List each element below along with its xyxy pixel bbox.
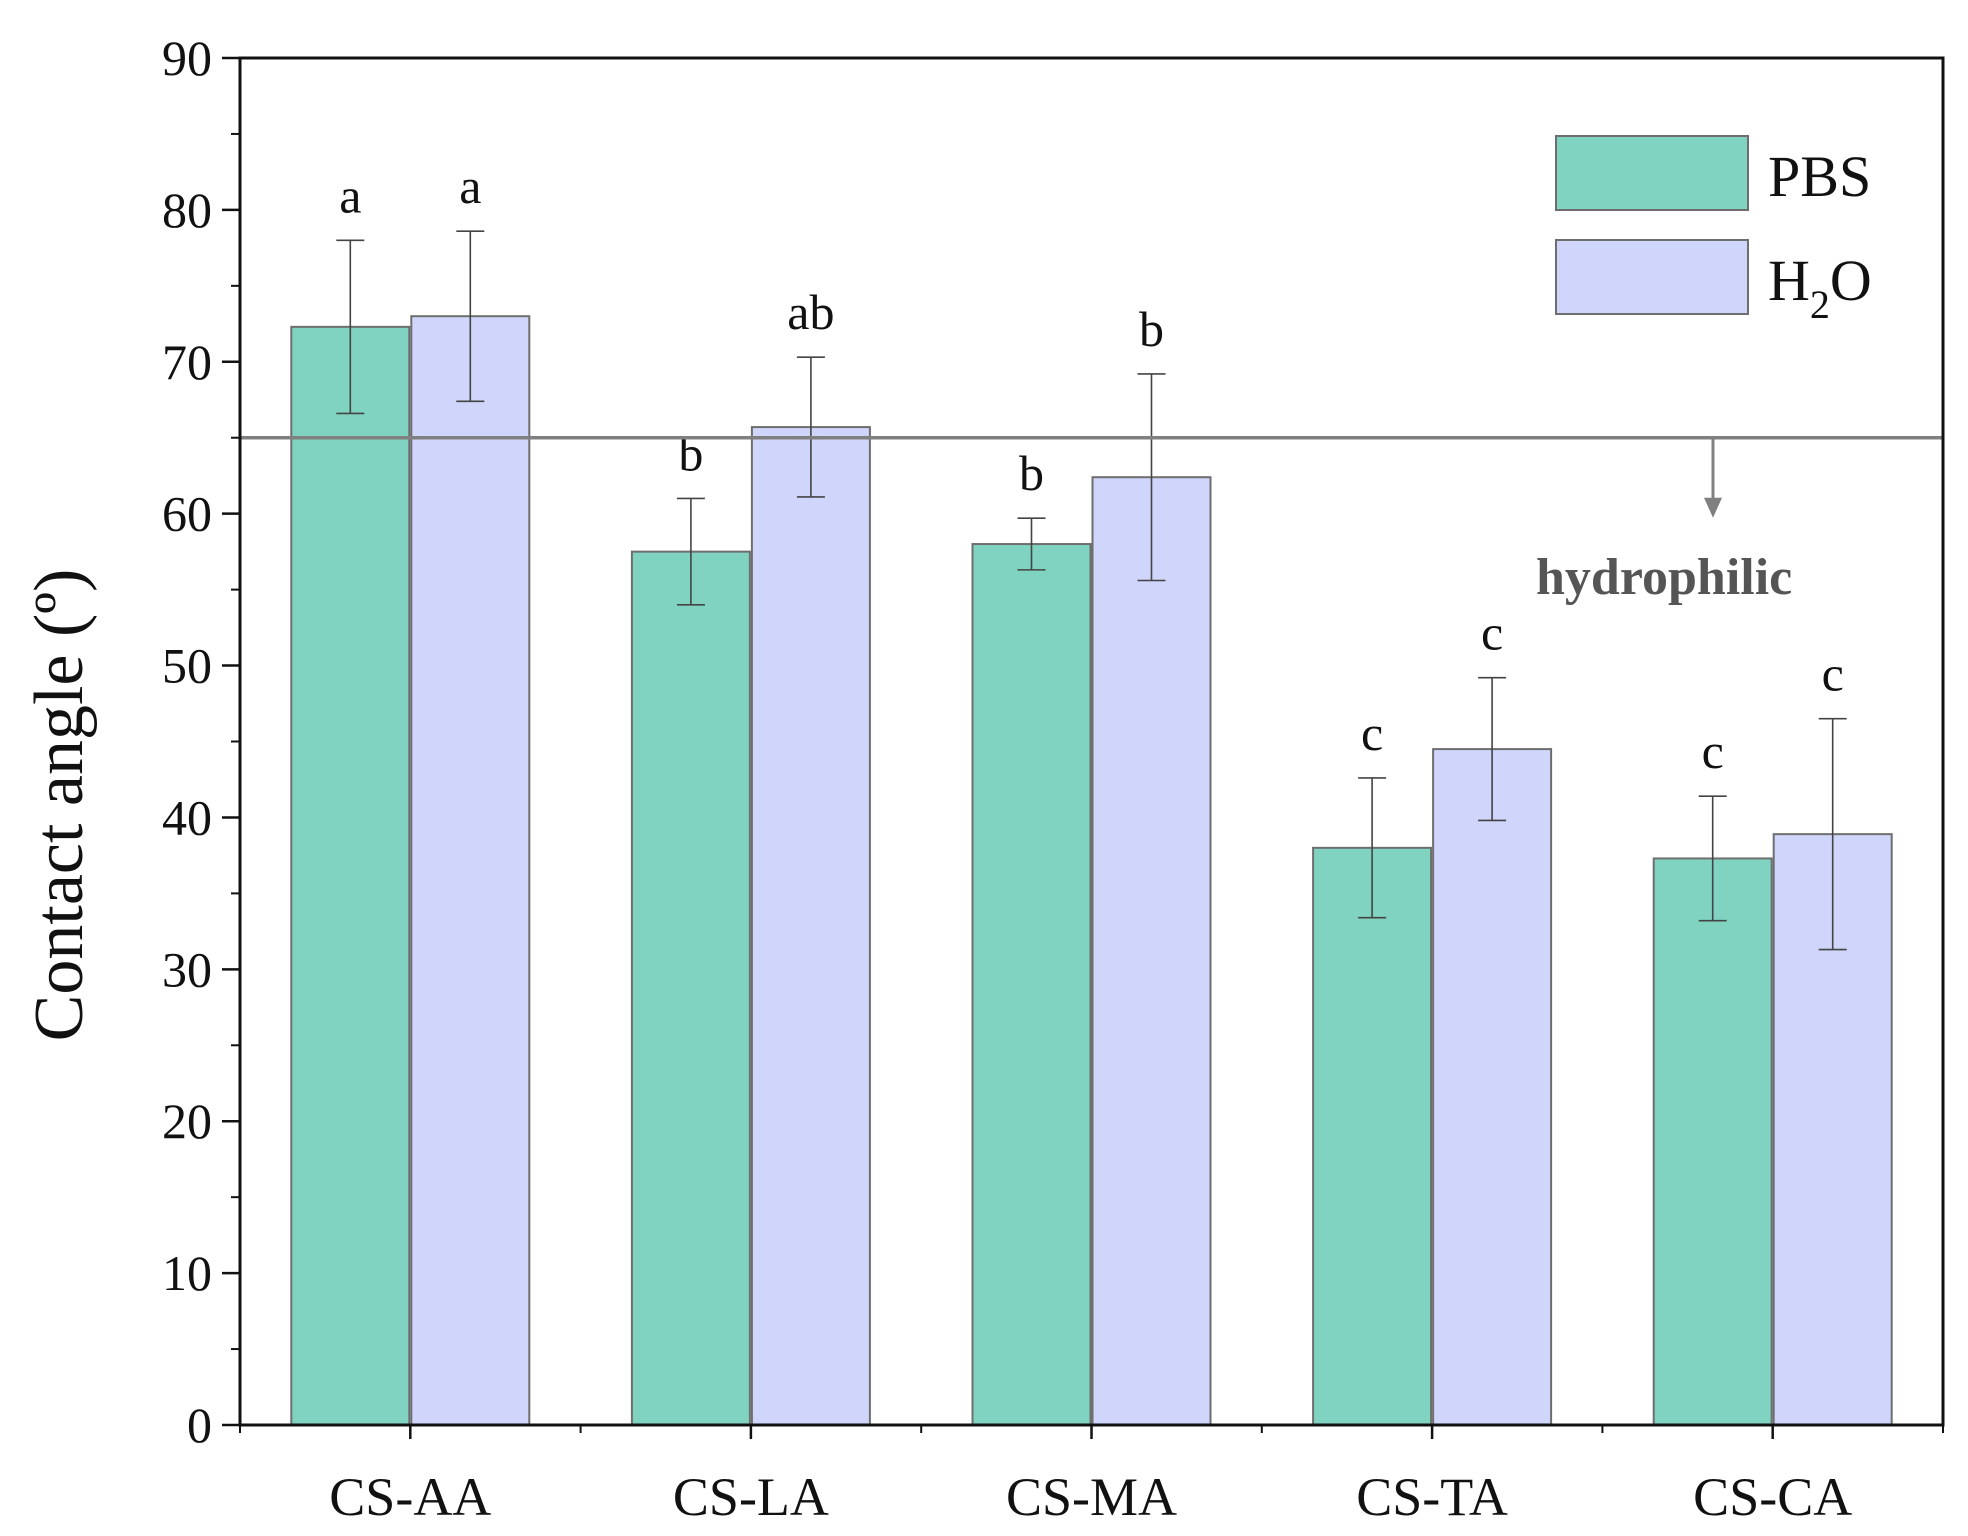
y-tick-label-80: 80 xyxy=(162,182,212,238)
bar-h2o-cs-ma xyxy=(1091,476,1212,1427)
x-tick-label-cs-ma: CS-MA xyxy=(1006,1467,1177,1527)
x-tick-label-cs-ta: CS-TA xyxy=(1356,1467,1508,1527)
sig-label-pbs-cs-la: b xyxy=(678,425,703,481)
bar-h2o-cs-ta xyxy=(1432,748,1553,1426)
bar-pbs-cs-la xyxy=(630,550,751,1426)
x-tick-label-cs-la: CS-LA xyxy=(673,1467,829,1527)
legend: PBS H2O xyxy=(1555,135,1872,327)
bar-h2o-cs-la xyxy=(750,426,871,1426)
sig-label-h2o-cs-ca: c xyxy=(1822,646,1844,702)
sig-label-h2o-cs-la: ab xyxy=(787,284,834,340)
x-tick-label-cs-ca: CS-CA xyxy=(1693,1467,1852,1527)
y-tick-label-50: 50 xyxy=(162,638,212,694)
legend-h2o-subscript: 2 xyxy=(1810,282,1830,327)
sig-label-h2o-cs-aa: a xyxy=(459,158,481,214)
x-tick-label-cs-aa: CS-AA xyxy=(329,1467,491,1527)
bar-pbs-cs-ta xyxy=(1312,846,1433,1426)
legend-swatch-pbs xyxy=(1555,135,1749,211)
bar-pbs-cs-ma xyxy=(971,543,1092,1426)
plot-frame xyxy=(238,56,1945,1427)
y-tick-label-60: 60 xyxy=(162,486,212,542)
y-tick-label-0: 0 xyxy=(187,1397,212,1453)
bar-pbs-cs-aa xyxy=(290,325,411,1426)
bar-h2o-cs-aa xyxy=(410,315,531,1427)
y-tick-label-40: 40 xyxy=(162,789,212,845)
y-tick-label-10: 10 xyxy=(162,1245,212,1301)
bar-pbs-cs-ca xyxy=(1652,857,1773,1426)
y-tick-label-20: 20 xyxy=(162,1093,212,1149)
y-axis-label: Contact angle (º) xyxy=(21,569,98,1042)
y-tick-label-30: 30 xyxy=(162,941,212,997)
sig-label-pbs-cs-aa: a xyxy=(339,167,361,223)
threshold-arrow-head xyxy=(1704,497,1722,518)
plot-area: a a CS-AA b ab CS-LA b b CS-MA c c CS-TA c c CS-CA 0 10 2… xyxy=(162,30,1945,1527)
hydrophilic-label: hydrophilic xyxy=(1536,549,1792,606)
legend-swatch-h2o xyxy=(1555,239,1749,315)
sig-label-h2o-cs-ta: c xyxy=(1481,605,1503,661)
sig-label-pbs-cs-ca: c xyxy=(1702,723,1724,779)
sig-label-h2o-cs-ma: b xyxy=(1139,301,1164,357)
legend-label-pbs: PBS xyxy=(1768,144,1871,209)
sig-label-pbs-cs-ma: b xyxy=(1019,445,1044,501)
y-tick-label-70: 70 xyxy=(162,334,212,390)
sig-label-pbs-cs-ta: c xyxy=(1361,705,1383,761)
legend-label-h2o: H2O xyxy=(1768,248,1872,327)
y-tick-label-90: 90 xyxy=(162,30,212,86)
